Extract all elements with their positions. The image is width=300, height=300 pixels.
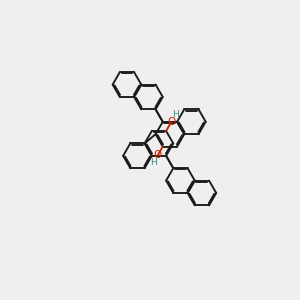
Text: O: O [154,150,162,160]
Text: H: H [150,158,157,167]
Text: O: O [167,117,175,127]
Text: H: H [172,110,179,119]
